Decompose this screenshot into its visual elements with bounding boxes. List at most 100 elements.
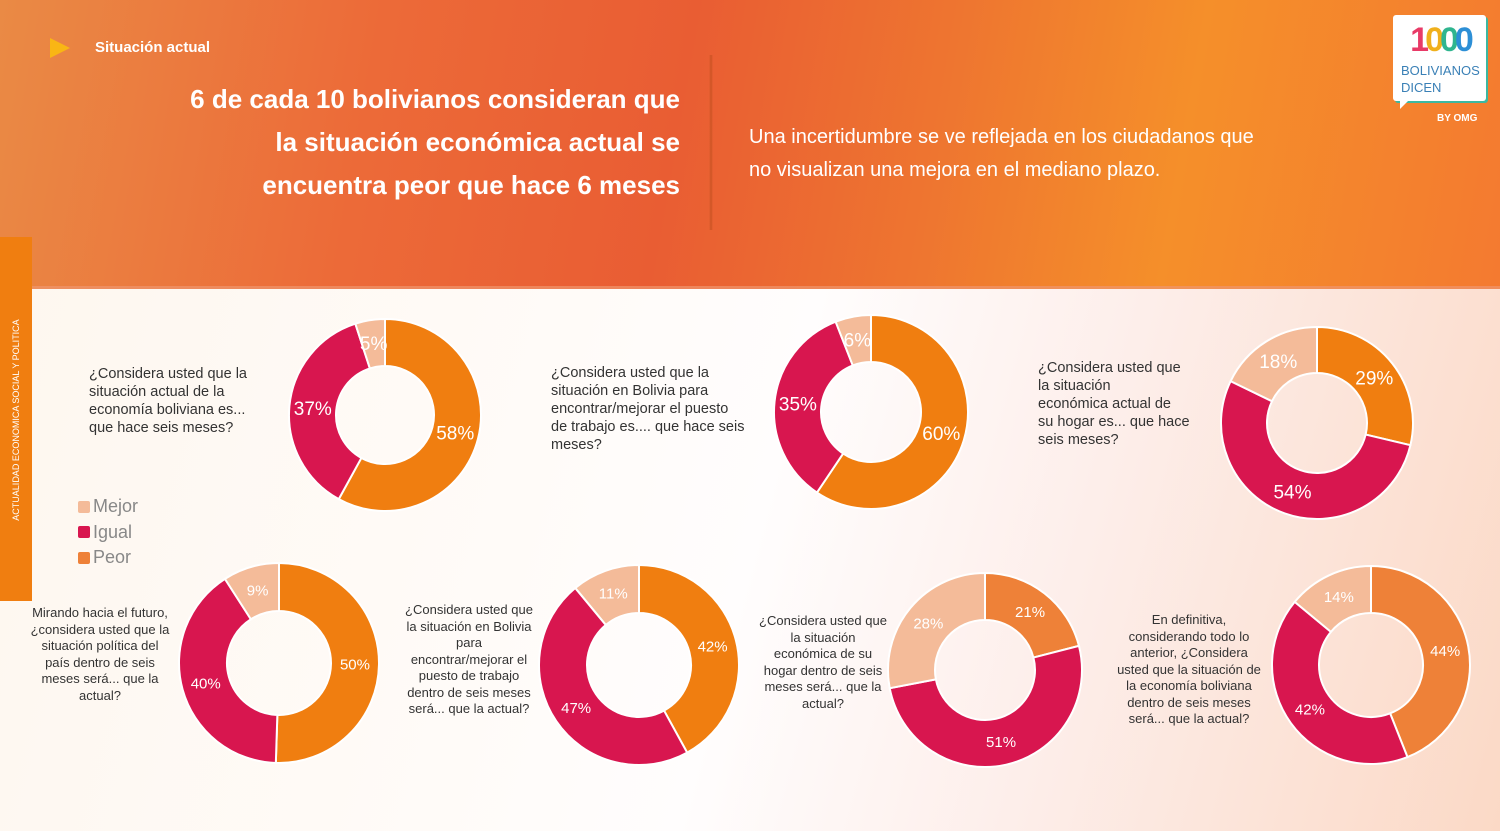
slice-label: 54% xyxy=(1273,482,1311,503)
logo-text: BOLIVIANOS DICEN xyxy=(1401,62,1483,96)
question-line: para xyxy=(455,635,483,650)
question-line: anterior, ¿Considera xyxy=(1130,645,1248,660)
donut-slice-igual xyxy=(178,577,279,764)
question-line: será... que la actual? xyxy=(408,701,530,716)
slice-label: 42% xyxy=(1295,702,1325,719)
slice-label: 6% xyxy=(844,330,872,351)
header-divider xyxy=(709,55,713,230)
section-label: Situación actual xyxy=(95,39,211,56)
donut-slice-igual xyxy=(1220,379,1412,520)
donut-slice-mejor xyxy=(834,313,872,367)
logo-digit: 0 xyxy=(1425,21,1444,59)
donut-chart: 29% 54% 18% xyxy=(1220,325,1414,520)
question-line: situación actual de la xyxy=(89,384,225,400)
subtext-line: no visualizan una mejora en el mediano p… xyxy=(749,159,1161,181)
donut-slice-igual xyxy=(773,320,855,494)
donut-chart: 42% 47% 11% xyxy=(538,563,740,766)
question-line: situación política del xyxy=(41,638,159,653)
question-text: ¿Considera usted que la situación en Boli… xyxy=(394,602,544,718)
question-line: la situación xyxy=(1038,378,1111,394)
question-line: económica actual de xyxy=(1038,396,1171,412)
donut-chart: 58% 37% 5% xyxy=(288,317,482,512)
logo-digit: 1 xyxy=(1410,21,1429,59)
question-text: ¿Considera usted que la situación actual … xyxy=(89,365,247,437)
question-line: meses será... que la xyxy=(41,671,159,686)
slice-label: 40% xyxy=(191,676,221,693)
legend-item-igual: Igual xyxy=(78,520,138,546)
question-line: país dentro de seis xyxy=(45,654,155,670)
question-line: Mirando hacia el futuro, xyxy=(32,605,168,620)
donut-slice-peor xyxy=(337,317,482,512)
donut-slice-igual xyxy=(1271,600,1409,765)
legend-label: Peor xyxy=(93,547,132,568)
question-line: dentro de seis meses xyxy=(407,684,531,700)
question-line: de trabajo es.... que hace seis xyxy=(551,419,745,435)
header-banner xyxy=(0,0,1500,289)
question-line: ¿Considera usted que la xyxy=(89,366,247,382)
donut-chart: 50% 40% 9% xyxy=(178,561,380,764)
legend-item-peor: Peor xyxy=(78,545,138,571)
question-line: la situación en Bolivia xyxy=(406,618,532,634)
slice-label: 51% xyxy=(986,734,1016,751)
slice-label: 42% xyxy=(698,638,728,655)
question-line: será... que la actual? xyxy=(1128,711,1250,726)
question-line: seis meses? xyxy=(1038,432,1119,448)
question-text: En definitiva, considerando todo lo anteri… xyxy=(1105,612,1273,728)
question-line: encontrar/mejorar el xyxy=(410,651,528,667)
slice-label: 60% xyxy=(922,424,960,445)
question-line: encontrar/mejorar el puesto xyxy=(551,401,729,417)
logo-digit: 0 xyxy=(1454,21,1474,59)
donut-chart: 21% 51% 28% xyxy=(887,571,1084,768)
donut-slice-igual xyxy=(288,322,372,501)
question-line: usted que la situación de xyxy=(1117,661,1261,677)
question-line: meses será... que la xyxy=(764,679,882,694)
subtext-line: Una incertidumbre se ve reflejada en los… xyxy=(749,126,1254,148)
logo-line: DICEN xyxy=(1401,80,1442,95)
logo-speech-tail xyxy=(1400,99,1410,109)
donut-slice-peor xyxy=(274,561,380,764)
slice-label: 21% xyxy=(1015,604,1045,621)
slice-label: 5% xyxy=(360,334,388,355)
donut-slice-mejor xyxy=(354,317,386,370)
question-line: ¿Considera usted que xyxy=(1038,360,1181,376)
legend-label: Mejor xyxy=(93,496,139,517)
headline-line: encuentra peor que hace 6 meses xyxy=(262,170,680,200)
question-text: ¿Considera usted que la situación económic… xyxy=(1038,359,1190,449)
slice-label: 47% xyxy=(561,700,591,717)
donut-slice-mejor xyxy=(887,571,986,690)
sidebar-tab xyxy=(0,237,32,601)
donut-slice-mejor xyxy=(1229,325,1318,403)
slice-label: 11% xyxy=(599,586,628,603)
slice-label: 28% xyxy=(913,615,943,632)
question-line: hogar dentro de seis xyxy=(763,662,883,678)
donut-slice-peor xyxy=(1370,564,1471,759)
slice-label: 9% xyxy=(247,582,269,599)
slice-label: 37% xyxy=(294,399,332,420)
question-line: ¿Considera usted que xyxy=(759,613,887,628)
question-line: situación en Bolivia para xyxy=(551,383,709,399)
question-line: su hogar es... que hace xyxy=(1038,414,1190,430)
question-line: En definitiva, xyxy=(1151,612,1227,627)
question-line: la situación xyxy=(790,629,856,645)
donut-slice-mejor xyxy=(1293,564,1372,634)
donut-slice-peor xyxy=(815,313,969,510)
slice-label: 35% xyxy=(779,395,817,416)
donut-slice-mejor xyxy=(573,563,640,627)
question-line: puesto de trabajo xyxy=(418,668,520,683)
slice-label: 29% xyxy=(1355,368,1393,389)
legend-swatch xyxy=(78,551,90,564)
question-text: ¿Considera usted que la situación en Boli… xyxy=(551,364,744,454)
logo-number: 1000 xyxy=(1398,20,1482,60)
question-line: actual? xyxy=(79,687,121,703)
donut-slice-igual xyxy=(538,586,689,766)
donut-chart: 60% 35% 6% xyxy=(773,313,969,510)
question-line: que hace seis meses? xyxy=(89,420,234,436)
legend-swatch xyxy=(78,500,90,513)
donut-slice-peor xyxy=(638,563,740,754)
slice-label: 50% xyxy=(340,656,370,673)
donut-chart: 44% 42% 14% xyxy=(1271,564,1471,765)
play-arrow-icon xyxy=(50,38,70,58)
slice-label: 14% xyxy=(1324,589,1354,606)
legend-swatch xyxy=(78,526,90,539)
